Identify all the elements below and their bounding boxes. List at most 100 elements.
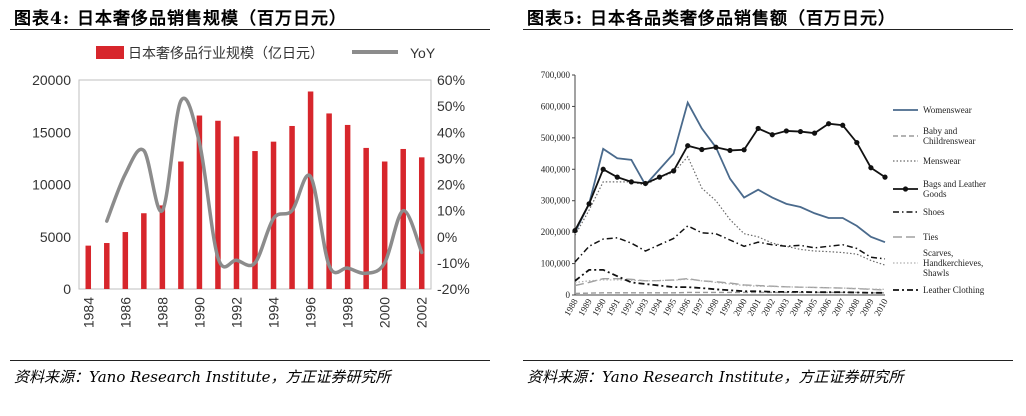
- legend-label-3: Bags and Leather Goods: [923, 179, 986, 199]
- series-line-2: [574, 155, 886, 266]
- x-tick-label: 2000: [377, 297, 393, 328]
- bar-1996: [307, 91, 314, 289]
- left-axis-tick-label: 20000: [32, 72, 71, 88]
- series-line-4: [574, 224, 886, 263]
- legend-label-7: Leather Clothing: [923, 285, 985, 295]
- right-axis-tick-label: 30%: [437, 150, 465, 166]
- series-marker: [811, 130, 818, 136]
- x-tick-label: 2005: [802, 297, 820, 318]
- series-marker: [854, 139, 860, 146]
- right-axis-tick-label: 40%: [437, 124, 465, 140]
- bar-2002: [418, 157, 425, 289]
- bar-1991: [215, 120, 221, 289]
- source-rule: [523, 360, 1013, 361]
- title-rule: [10, 29, 490, 30]
- series-marker: [586, 201, 592, 207]
- x-tick-label: 1992: [618, 297, 636, 318]
- y-tick-label: 500,000: [541, 133, 571, 143]
- y-tick-label: 300,000: [541, 196, 571, 206]
- x-tick-label: 1996: [303, 297, 319, 328]
- bar-2001: [400, 148, 406, 289]
- series-marker: [671, 168, 677, 174]
- x-tick-label: 1990: [590, 297, 608, 318]
- x-tick-label: 1986: [117, 297, 133, 328]
- x-tick-label: 2004: [788, 297, 806, 318]
- legend-label-line: YoY: [410, 45, 436, 61]
- title-rule: [523, 29, 1013, 30]
- series-marker: [769, 132, 775, 138]
- x-tick-label: 2001: [745, 297, 763, 318]
- x-tick-label: 1992: [228, 297, 244, 328]
- legend-label-bar: 日本奢侈品行业规模（亿日元）: [128, 45, 324, 61]
- legend-label-2: Menswear: [923, 156, 961, 166]
- legend-label-1: Baby and Childrenswear: [923, 126, 975, 146]
- series-marker: [797, 128, 804, 135]
- series-marker: [840, 122, 846, 128]
- yoy-line: [105, 96, 424, 276]
- legend-swatch-bar: [96, 46, 124, 59]
- x-tick-label: 2007: [830, 297, 848, 318]
- series-marker: [868, 165, 874, 171]
- bar-1985: [104, 243, 110, 289]
- series-marker: [628, 179, 634, 185]
- left-axis-tick-label: 5000: [40, 229, 71, 245]
- series-marker: [656, 174, 663, 180]
- series-marker: [600, 166, 606, 172]
- x-tick-label: 2002: [414, 297, 430, 328]
- y-tick-label: 400,000: [541, 164, 571, 174]
- y-tick-label: 600,000: [541, 101, 571, 111]
- x-tick-label: 1991: [604, 297, 622, 318]
- series-marker: [713, 144, 719, 150]
- series-marker: [741, 147, 747, 153]
- bar-1988: [159, 205, 166, 289]
- series-line-5: [574, 277, 886, 291]
- x-tick-label: 1996: [675, 297, 693, 318]
- luxury-market-size-panel: 图表4: 日本奢侈品销售规模（百万日元） 0 5000 10000 15000 2000…: [0, 0, 500, 416]
- x-tick-label: 2003: [773, 297, 791, 318]
- series-marker: [882, 174, 888, 180]
- x-tick-label: 1994: [647, 297, 665, 318]
- category-sales-panel: 图表5: 日本各品类奢侈品销售额（百万日元） 0 100,000 200,000 30…: [513, 0, 1026, 416]
- series-line-1: [574, 291, 885, 295]
- x-tick-label: 1998: [340, 297, 356, 328]
- x-tick-label: 2010: [872, 297, 890, 318]
- series-marker: [727, 147, 733, 154]
- x-tick-label: 1999: [717, 297, 735, 318]
- series-marker: [685, 143, 691, 149]
- y-tick-label: 100,000: [541, 259, 571, 269]
- source-note: 资料来源：Yano Research Institute，方正证券研究所: [527, 368, 904, 386]
- bar-1987: [141, 213, 147, 289]
- right-axis-tick-label: 60%: [437, 72, 465, 88]
- x-tick-label: 1998: [703, 297, 721, 318]
- x-tick-label: 1989: [576, 297, 594, 318]
- x-tick-label: 1993: [633, 297, 651, 318]
- bar-1984: [85, 245, 92, 289]
- right-axis-tick-label: 50%: [437, 98, 465, 114]
- legend-marker: [902, 186, 909, 192]
- series-marker: [642, 180, 649, 187]
- series-marker: [572, 227, 578, 234]
- x-tick-label: 1997: [689, 297, 707, 318]
- source-rule: [10, 360, 490, 361]
- right-axis-tick-label: 20%: [437, 177, 465, 193]
- category-sales-chart: 0 100,000 200,000 300,000 400,000 500,000 600,…: [541, 70, 986, 318]
- bar-1993: [252, 151, 258, 289]
- series-line-7: [574, 268, 885, 294]
- x-tick-label: 2009: [858, 297, 876, 318]
- legend-label-6: Scarves, Handkerchieves, Shawls: [923, 248, 983, 278]
- left-axis-tick-label: 0: [63, 281, 71, 297]
- bar-1998: [344, 124, 351, 289]
- x-tick-label: 1984: [80, 297, 96, 328]
- bar-2000: [381, 161, 388, 289]
- source-note: 资料来源：Yano Research Institute，方正证券研究所: [14, 368, 391, 386]
- x-tick-label: 1995: [661, 297, 679, 318]
- x-tick-label: 1990: [191, 297, 207, 328]
- bar-1999: [363, 147, 369, 289]
- left-axis-tick-label: 10000: [32, 177, 71, 193]
- y-tick-label: 700,000: [541, 70, 571, 80]
- series-line-6: [574, 278, 886, 290]
- legend-label-4: Shoes: [923, 207, 945, 217]
- series-marker: [755, 125, 761, 132]
- chart-title: 图表5: 日本各品类奢侈品销售额（百万日元）: [527, 9, 897, 29]
- left-axis-tick-label: 15000: [32, 124, 71, 140]
